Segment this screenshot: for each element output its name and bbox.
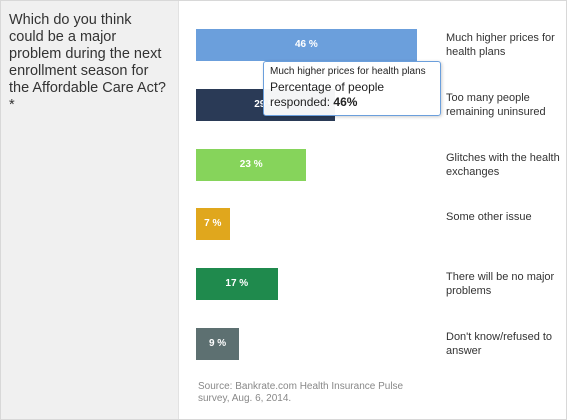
bar — [196, 328, 240, 360]
question-panel: Which do you think could be a major prob… — [1, 1, 179, 419]
bar — [196, 268, 278, 301]
tooltip-title: Much higher prices for health plans — [270, 66, 426, 77]
value-label: 17 % — [225, 278, 249, 290]
bar — [196, 208, 230, 241]
value-label: 9 % — [208, 338, 227, 349]
tooltip-label: Percentage of people responded: — [270, 80, 385, 109]
category-label: Some other issue — [446, 211, 532, 224]
value-label: 7 % — [204, 218, 222, 230]
category-label: Glitches with the health exchanges — [446, 151, 560, 178]
category-label: Much higher prices for health plans — [446, 32, 555, 58]
category-label: Too many people remaining uninsured — [446, 91, 546, 118]
category-label: There will be no major problems — [446, 271, 555, 298]
chart-title: Which do you think could be a major prob… — [9, 12, 166, 113]
tooltip: Much higher prices for health plans Perce… — [263, 61, 441, 116]
bar — [196, 29, 417, 61]
bar — [196, 148, 307, 181]
value-label: 46 % — [295, 39, 318, 50]
tooltip-value: 46% — [333, 95, 358, 109]
tooltip-body: Percentage of people responded: 46% — [270, 80, 436, 110]
source: Source: Bankrate.com Health Insurance Pu… — [198, 381, 404, 404]
category-label: Don't know/refused to answer — [446, 331, 553, 357]
value-label: 23 % — [239, 158, 263, 170]
